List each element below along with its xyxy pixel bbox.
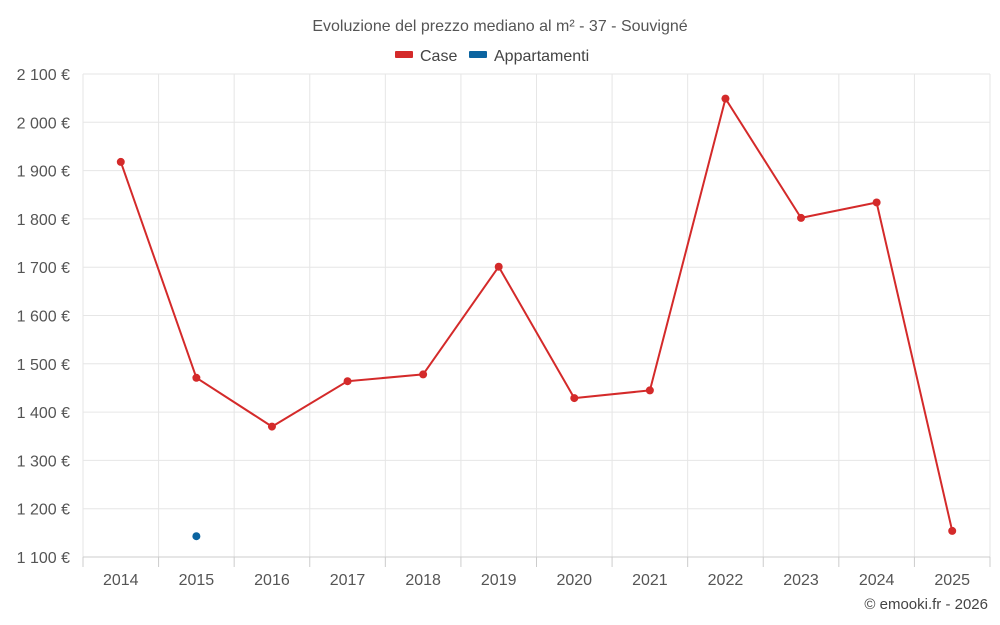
y-tick-label: 2 100 € — [17, 67, 70, 84]
data-point-case-2014[interactable] — [116, 157, 125, 166]
data-point-case-2023[interactable] — [797, 213, 806, 222]
chart-title: Evoluzione del prezzo mediano al m² - 37… — [312, 18, 687, 35]
data-point-case-2020[interactable] — [570, 394, 579, 403]
legend-label-case: Case — [420, 48, 457, 65]
x-tick-label: 2018 — [405, 572, 441, 589]
legend-swatch-case — [395, 51, 413, 58]
data-point-case-2022[interactable] — [721, 94, 730, 103]
grid — [82, 73, 991, 557]
x-axis: 2014 2015 2016 2017 2018 2019 2020 2021 2022 2023… — [82, 556, 991, 589]
legend-swatch-appartamenti — [469, 51, 487, 58]
y-tick-label: 1 800 € — [17, 212, 70, 229]
data-point-case-2015[interactable] — [192, 373, 201, 382]
y-tick-label: 1 300 € — [17, 453, 70, 470]
series-appartamenti — [192, 532, 201, 541]
data-point-case-2016[interactable] — [267, 422, 276, 431]
data-point-case-2017[interactable] — [343, 377, 352, 386]
y-axis: 1 100 € 1 200 € 1 300 € 1 400 € 1 500 € 1 600… — [17, 67, 70, 567]
y-tick-label: 1 100 € — [17, 550, 70, 567]
x-tick-label: 2020 — [556, 572, 592, 589]
x-tick-label: 2022 — [708, 572, 744, 589]
data-point-case-2024[interactable] — [872, 198, 881, 207]
y-tick-label: 1 600 € — [17, 309, 70, 326]
legend: Case Appartamenti — [395, 48, 589, 65]
x-tick-label: 2024 — [859, 572, 895, 589]
x-tick-label: 2015 — [179, 572, 215, 589]
y-tick-label: 1 700 € — [17, 260, 70, 277]
data-point-case-2021[interactable] — [645, 386, 654, 395]
y-tick-label: 1 900 € — [17, 164, 70, 181]
y-tick-label: 2 000 € — [17, 115, 70, 132]
series — [116, 94, 957, 541]
legend-entry-case[interactable]: Case — [395, 48, 457, 65]
x-tick-label: 2023 — [783, 572, 819, 589]
y-tick-label: 1 200 € — [17, 502, 70, 519]
x-tick-label: 2025 — [934, 572, 970, 589]
x-tick-label: 2014 — [103, 572, 139, 589]
credit-text: © emooki.fr - 2026 — [864, 596, 988, 613]
x-tick-label: 2019 — [481, 572, 517, 589]
data-point-case-2018[interactable] — [419, 370, 428, 379]
legend-entry-appartamenti[interactable]: Appartamenti — [469, 48, 589, 65]
data-point-case-2025[interactable] — [948, 526, 957, 535]
series-line-case — [119, 97, 954, 532]
x-tick-label: 2021 — [632, 572, 668, 589]
data-point-appartamenti-2015[interactable] — [192, 532, 201, 541]
x-tick-label: 2017 — [330, 572, 366, 589]
x-tick-label: 2016 — [254, 572, 290, 589]
y-tick-label: 1 500 € — [17, 357, 70, 374]
legend-label-appartamenti: Appartamenti — [494, 48, 589, 65]
data-point-case-2019[interactable] — [494, 262, 503, 271]
y-tick-label: 1 400 € — [17, 405, 70, 422]
series-case — [116, 94, 957, 535]
